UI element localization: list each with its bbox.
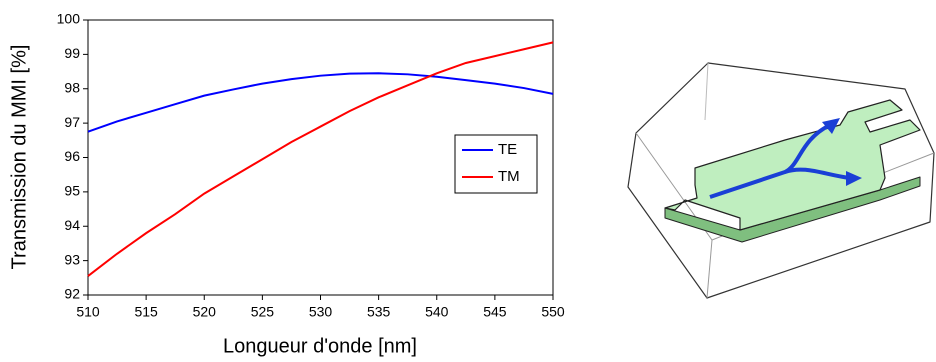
x-tick-label: 525 [251,304,275,320]
legend-label: TM [498,168,520,185]
legend-label: TE [498,141,517,158]
arrow-head [846,171,862,186]
arrow-head [822,118,840,134]
y-axis-label: Transmission du MMI [%] [8,45,30,270]
x-tick-label: 540 [425,304,449,320]
mmi-diagram [627,62,935,299]
y-tick-label: 96 [64,148,80,164]
box-edge [704,62,709,121]
light-path [784,167,851,180]
y-tick-label: 98 [64,79,80,95]
legend-box [454,134,538,194]
y-tick-label: 97 [64,114,80,130]
y-tick-label: 94 [64,217,80,233]
legend: TE TM [454,134,538,194]
y-tick-label: 92 [64,286,80,302]
y-tick-label: 99 [64,45,80,61]
series-line [87,72,554,133]
box-edge [706,239,713,299]
series-line [87,41,554,277]
y-tick-label: 95 [64,183,80,199]
y-tick-label: 93 [64,251,80,267]
x-tick-label: 550 [541,304,565,320]
x-axis-label: Longueur d'onde [nm] [223,335,417,357]
x-tick-label: 510 [76,304,100,320]
x-tick-label: 515 [134,304,158,320]
x-tick-label: 520 [193,304,217,320]
x-tick-label: 535 [367,304,391,320]
x-tick-label: 545 [483,304,507,320]
y-tick-label: 100 [57,11,81,27]
x-tick-label: 530 [309,304,333,320]
